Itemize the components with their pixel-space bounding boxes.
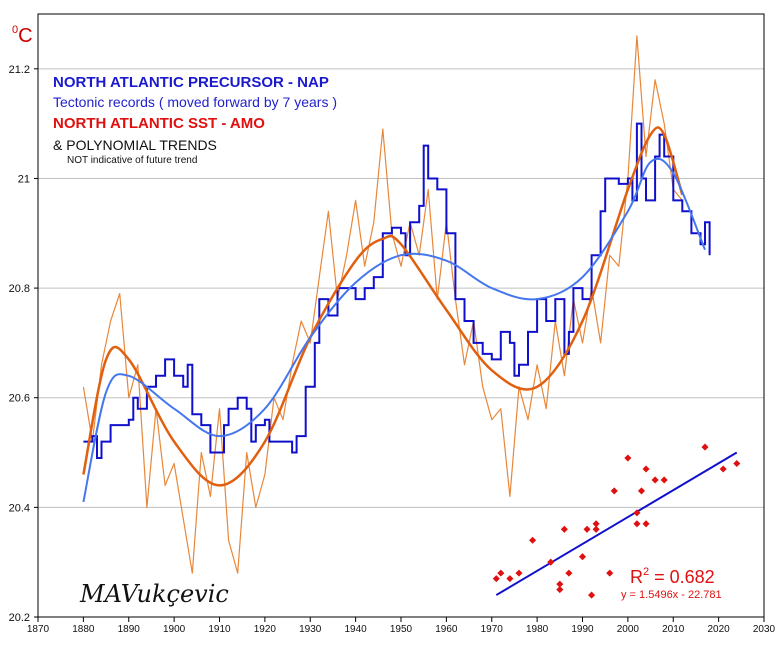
amo-trend-line — [82, 126, 684, 487]
scatter-point — [506, 575, 514, 583]
scatter-point — [624, 454, 632, 462]
amo-line — [82, 35, 683, 574]
x-tick-label: 1880 — [72, 624, 95, 635]
legend-nap-title: NORTH ATLANTIC PRECURSOR - NAP — [53, 74, 329, 91]
scatter-point — [560, 525, 568, 533]
amo-series — [82, 35, 683, 574]
x-tick-label: 1950 — [390, 624, 413, 635]
scatter-point — [497, 569, 505, 577]
y-tick-label: 20.8 — [9, 283, 30, 295]
x-tick-label: 1980 — [526, 624, 549, 635]
scatter-point — [642, 520, 650, 528]
legend-amo-title: NORTH ATLANTIC SST - AMO — [53, 115, 265, 132]
x-tick-label: 1900 — [163, 624, 186, 635]
scatter-point — [633, 520, 641, 528]
legend-nap-subtitle: Tectonic records ( moved forward by 7 ye… — [53, 94, 337, 110]
x-tick-label: 2010 — [662, 624, 685, 635]
regression-equation: y = 1.5496x - 22.781 — [621, 589, 722, 601]
x-tick-label: 2020 — [708, 624, 731, 635]
scatter-point — [606, 569, 614, 577]
x-tick-label: 1960 — [435, 624, 458, 635]
r-squared-label: R2 = 0.682 — [630, 566, 715, 587]
scatter-point — [583, 525, 591, 533]
author-signature: MAVukçevic — [80, 580, 229, 608]
scatter-point — [719, 465, 727, 473]
x-tick-label: 2030 — [753, 624, 776, 635]
scatter-point — [529, 536, 537, 544]
scatter-point — [492, 575, 500, 583]
scatter-point — [515, 569, 523, 577]
scatter-point — [610, 487, 618, 495]
y-tick-label: 21 — [18, 173, 30, 185]
scatter-point — [592, 525, 600, 533]
scatter-point — [733, 459, 741, 468]
regression-line — [495, 451, 738, 596]
x-tick-label: 1990 — [571, 624, 594, 635]
y-tick-label: 20.4 — [9, 502, 30, 514]
x-tick-label: 1920 — [254, 624, 277, 635]
scatter-point — [565, 569, 573, 577]
scatter-point — [578, 553, 587, 561]
scatter-inset — [492, 443, 741, 599]
nap-series — [83, 122, 711, 459]
plot-frame — [37, 13, 765, 618]
scatter-point — [637, 487, 646, 495]
x-tick-label: 1890 — [118, 624, 141, 635]
trend-lines — [82, 126, 706, 503]
scatter-point — [556, 586, 564, 594]
x-tick-label: 1870 — [27, 624, 50, 635]
scatter-point — [556, 580, 564, 588]
x-tick-label: 1940 — [345, 624, 368, 635]
nap-trend-line — [82, 157, 706, 503]
scatter-point — [651, 476, 659, 484]
scatter-point — [701, 443, 709, 451]
x-tick-label: 1910 — [208, 624, 231, 635]
x-tick-label: 1930 — [299, 624, 322, 635]
legend-trends: & POLYNOMIAL TRENDS — [53, 137, 217, 153]
y-tick-label: 21.2 — [9, 64, 30, 76]
x-tick-label: 1970 — [481, 624, 504, 635]
y-tick-label: 20.2 — [9, 612, 30, 624]
y-tick-label: 20.6 — [9, 393, 30, 405]
scatter-point — [660, 476, 668, 484]
scatter-point — [592, 520, 600, 528]
unit-label: 0C — [12, 24, 33, 47]
axis-tick-labels: 20.2 20.4 20.6 20.8 21 21.2 1870 1880 1890 1900 19… — [9, 64, 776, 635]
nap-line — [83, 122, 711, 459]
legend-trends-note: NOT indicative of future trend — [67, 155, 198, 166]
scatter-point — [588, 591, 596, 599]
scatter-point — [642, 465, 650, 473]
x-tick-label: 2000 — [617, 624, 640, 635]
scatter-point — [633, 509, 641, 517]
scatter-point — [547, 558, 555, 566]
